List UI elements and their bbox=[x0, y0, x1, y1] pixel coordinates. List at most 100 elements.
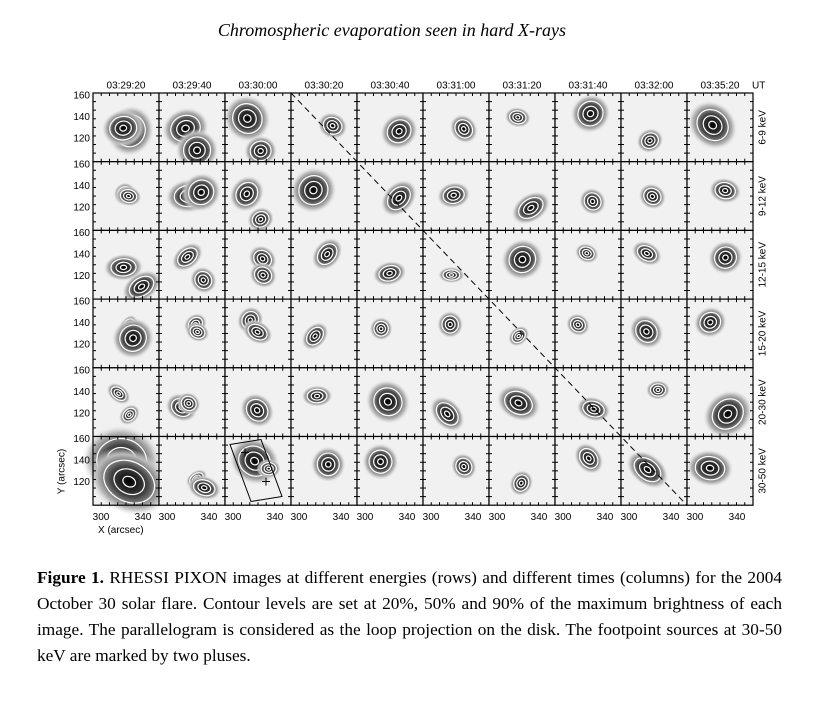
contour bbox=[395, 127, 403, 135]
x-tick-label: 340 bbox=[399, 512, 416, 523]
contour bbox=[440, 406, 455, 422]
contour bbox=[590, 406, 597, 412]
contour bbox=[643, 328, 650, 335]
contour bbox=[700, 460, 720, 476]
energy-label: 30-50 keV bbox=[758, 448, 769, 494]
x-tick-label: 340 bbox=[663, 512, 680, 523]
x-tick-label: 300 bbox=[291, 512, 308, 523]
contour bbox=[247, 323, 268, 341]
image-panel bbox=[620, 435, 688, 506]
contour bbox=[699, 311, 722, 333]
y-tick-label: 140 bbox=[73, 181, 90, 192]
contour bbox=[646, 190, 659, 202]
x-tick-label: 340 bbox=[201, 512, 218, 523]
source-glow bbox=[229, 175, 265, 213]
source bbox=[223, 94, 271, 143]
column-time: 03:29:20 bbox=[107, 81, 146, 92]
energy-label: 6-9 keV bbox=[758, 110, 769, 145]
contour bbox=[309, 330, 321, 343]
image-panel bbox=[422, 367, 490, 438]
source bbox=[570, 93, 611, 134]
source-glow bbox=[437, 310, 464, 339]
source bbox=[106, 382, 131, 405]
source-glow bbox=[189, 266, 217, 294]
source-glow bbox=[369, 316, 393, 341]
contour bbox=[304, 180, 323, 200]
contour bbox=[511, 328, 526, 344]
contour bbox=[717, 404, 738, 424]
source bbox=[290, 166, 337, 214]
contour bbox=[373, 320, 389, 337]
contour bbox=[253, 406, 261, 414]
contour bbox=[237, 108, 257, 129]
image-panel bbox=[422, 92, 490, 163]
contour bbox=[516, 333, 521, 339]
panel-bg bbox=[555, 299, 621, 368]
contour bbox=[639, 324, 654, 339]
image-panel bbox=[290, 367, 358, 438]
y-tick-label: 120 bbox=[73, 477, 90, 488]
contour bbox=[713, 246, 738, 269]
contour bbox=[705, 464, 715, 472]
contour bbox=[122, 475, 137, 488]
image-panel bbox=[92, 92, 160, 163]
source-glow bbox=[247, 206, 275, 232]
x-tick-label: 300 bbox=[357, 512, 374, 523]
source-glow bbox=[181, 172, 222, 213]
contour bbox=[377, 458, 384, 466]
image-panel bbox=[422, 298, 490, 369]
y-tick-label: 120 bbox=[73, 134, 90, 145]
contour bbox=[708, 120, 718, 130]
contour bbox=[655, 387, 661, 393]
contour bbox=[391, 123, 407, 139]
contour bbox=[643, 187, 662, 206]
source bbox=[103, 253, 144, 282]
image-panel bbox=[686, 367, 754, 439]
column-time: 03:30:00 bbox=[239, 81, 278, 92]
image-panel bbox=[488, 161, 556, 231]
contour bbox=[253, 144, 268, 158]
image-panel bbox=[290, 161, 358, 231]
image-panel bbox=[356, 161, 424, 231]
figure-title: Chromospheric evaporation seen in hard X… bbox=[217, 20, 567, 40]
contour bbox=[378, 326, 384, 332]
contour bbox=[518, 196, 544, 220]
image-panel bbox=[554, 92, 622, 163]
contour bbox=[250, 403, 265, 418]
source-glow bbox=[223, 94, 271, 143]
contour bbox=[633, 456, 662, 483]
y-tick-label: 140 bbox=[73, 456, 90, 467]
contour bbox=[582, 105, 599, 122]
contour bbox=[113, 388, 124, 399]
contour bbox=[583, 192, 602, 211]
image-panel bbox=[422, 161, 490, 231]
image-panel bbox=[686, 298, 754, 369]
contour bbox=[569, 317, 587, 333]
column-time: 03:31:20 bbox=[503, 81, 542, 92]
contour bbox=[718, 185, 732, 197]
contour bbox=[133, 279, 150, 294]
column-time: 03:30:20 bbox=[305, 81, 344, 92]
source bbox=[501, 238, 544, 281]
source bbox=[101, 109, 145, 148]
source-glow bbox=[702, 389, 753, 439]
source bbox=[176, 392, 201, 415]
source-glow bbox=[362, 443, 399, 481]
contour bbox=[194, 270, 213, 290]
contour bbox=[578, 447, 599, 469]
source-glow bbox=[629, 314, 664, 349]
contour bbox=[260, 461, 277, 476]
source bbox=[437, 266, 465, 284]
contour bbox=[515, 115, 521, 120]
contour bbox=[386, 270, 393, 276]
contour bbox=[445, 271, 458, 279]
column-time: 03:35:20 bbox=[701, 81, 740, 92]
y-axis-label: Y (arcsec) bbox=[57, 449, 68, 494]
source bbox=[631, 240, 663, 267]
contour bbox=[395, 194, 403, 202]
contour bbox=[522, 201, 539, 215]
column-time: 03:30:40 bbox=[371, 81, 410, 92]
x-tick-label: 340 bbox=[267, 512, 284, 523]
x-tick-label: 340 bbox=[333, 512, 350, 523]
panel-bg bbox=[423, 230, 489, 300]
